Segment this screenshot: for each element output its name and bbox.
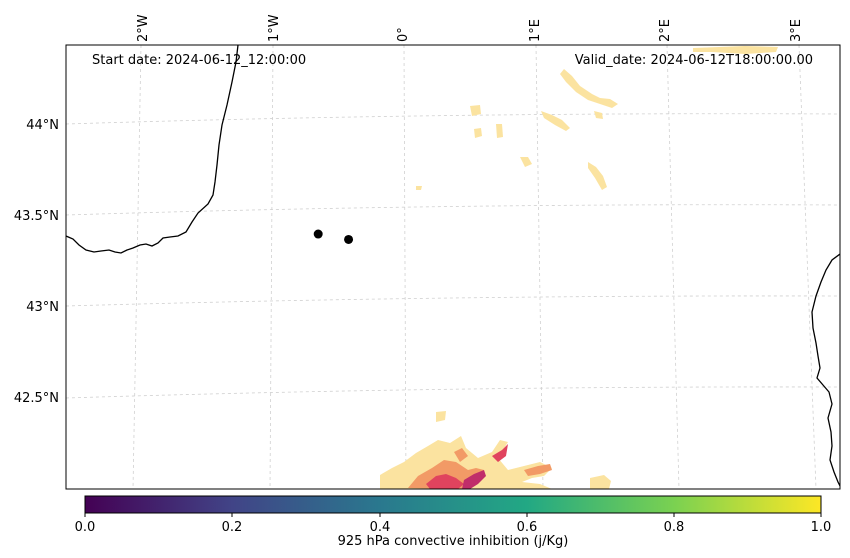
colorbar-label: 925 hPa convective inhibition (j/Kg) [338,534,569,549]
lon-label: 0° [396,27,411,42]
map-frame [65,44,841,490]
cin-field [380,46,778,489]
marker-1 [313,229,323,239]
valid-date-label: Valid_date: 2024-06-12T18:00:00.00 [575,53,813,68]
coastline-west [66,45,239,254]
colorbar-tick-label: 0.4 [370,520,391,535]
lat-label: 43.5°N [14,209,59,224]
colorbar-ticks [84,513,822,517]
marker-2 [344,234,354,244]
colorbar: 0.0 0.2 0.4 0.6 0.8 1.0 925 hPa convecti… [75,495,832,549]
gridlines [66,45,840,489]
lat-label: 43°N [26,300,59,315]
colorbar-tick-label: 0.6 [517,520,538,535]
colorbar-tick-label: 0.0 [75,520,96,535]
lon-label: 1°W [267,14,282,42]
station-markers [313,229,354,244]
lon-label: 1°E [528,19,543,42]
colorbar-tick-label: 0.8 [664,520,685,535]
lon-labels: 2°W 1°W 0° 1°E 2°E 3°E [136,14,804,42]
map-area [66,45,840,489]
colorbar-gradient [84,495,822,514]
colorbar-tick-label: 0.2 [222,520,243,535]
lat-labels: 44°N 43.5°N 43°N 42.5°N [14,118,59,406]
start-date-label: Start date: 2024-06-12_12:00:00 [92,53,306,68]
lat-label: 42.5°N [14,391,59,406]
lon-label: 2°E [658,19,673,42]
lon-label: 2°W [136,14,151,42]
lon-label: 3°E [789,19,804,42]
colorbar-tick-label: 1.0 [811,520,832,535]
coastline-east [811,253,840,487]
lat-label: 44°N [26,118,59,133]
